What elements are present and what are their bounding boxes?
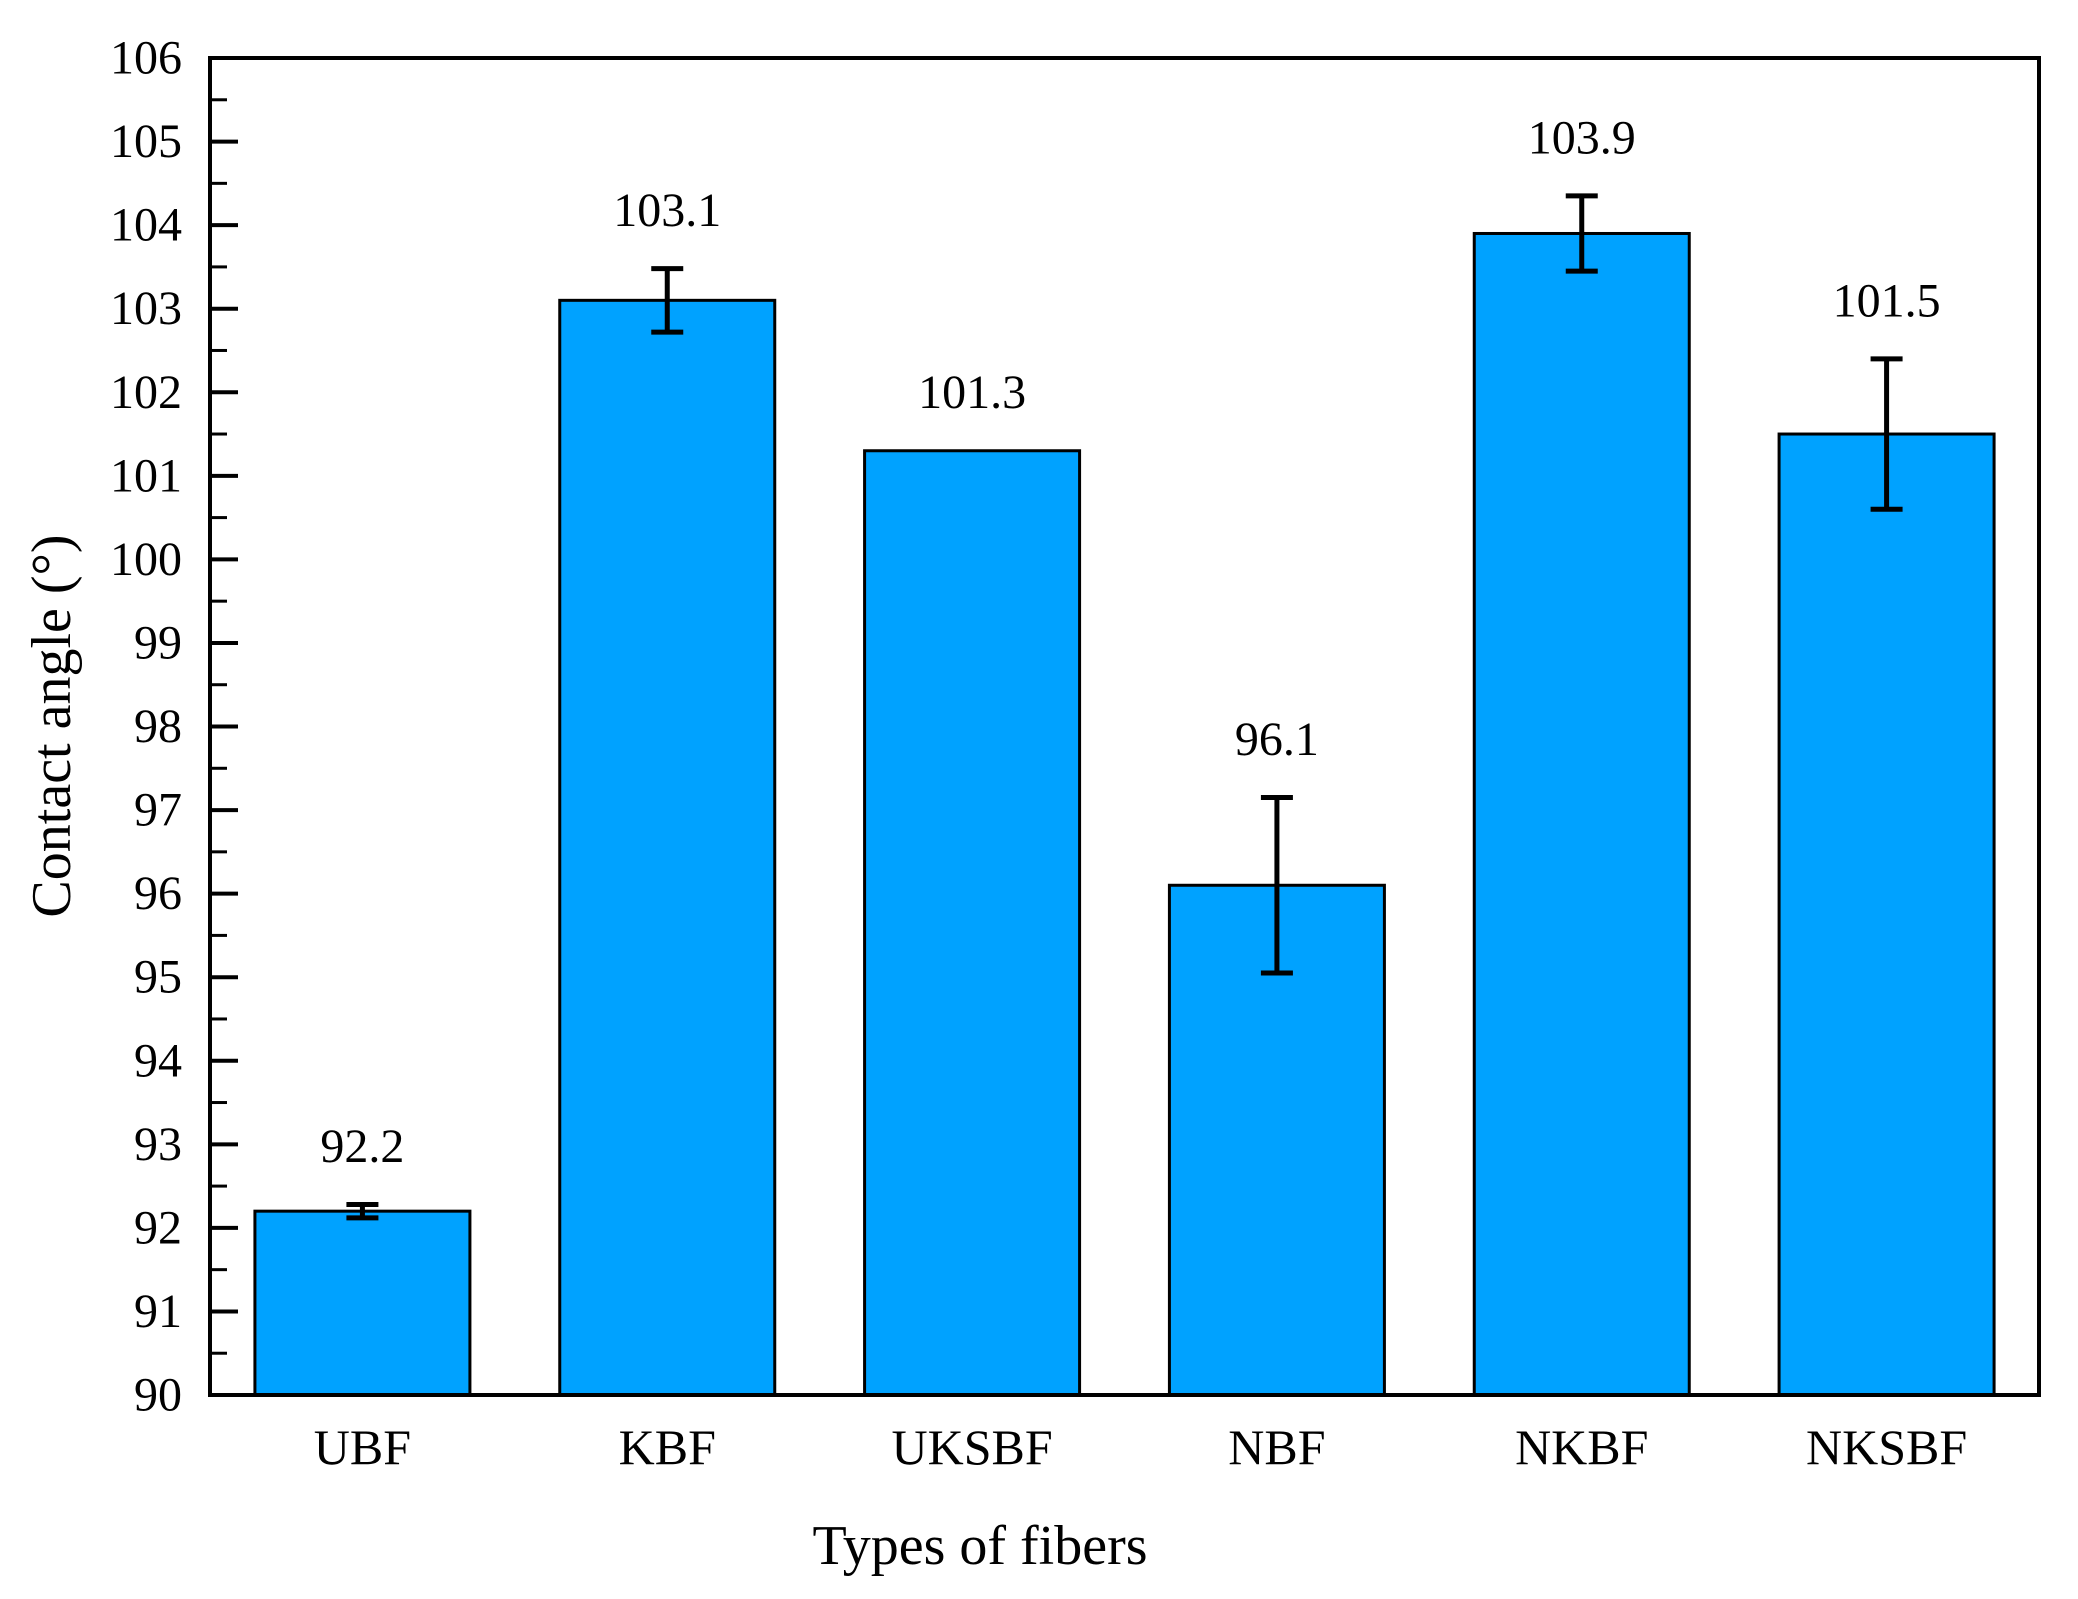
bar-ubf xyxy=(253,1209,472,1397)
y-axis-title: Contact angle (°) xyxy=(21,534,83,917)
bar-nkbf xyxy=(1472,231,1691,1397)
y-axis-tick-label: 103 xyxy=(110,282,182,335)
x-axis-tick-label: NKBF xyxy=(1515,1419,1648,1475)
bar-value-label: 96.1 xyxy=(1235,713,1319,766)
error-bar-nksbf xyxy=(1870,356,1903,512)
y-axis-tick-label: 92 xyxy=(134,1201,182,1254)
bar-uksbf xyxy=(863,449,1082,1397)
error-bar-nkbf xyxy=(1565,193,1598,274)
x-axis-tick-label: NBF xyxy=(1228,1419,1325,1475)
y-axis-tick-label: 102 xyxy=(110,366,182,419)
x-axis-title: Types of fibers xyxy=(812,1515,1147,1577)
bar-kbf xyxy=(558,298,777,1397)
bar-nksbf xyxy=(1777,432,1996,1397)
bar-value-label: 101.5 xyxy=(1833,274,1941,327)
x-axis-tick-label: UBF xyxy=(314,1419,411,1475)
x-axis-tick-label: UKSBF xyxy=(891,1419,1052,1475)
y-axis-tick-label: 100 xyxy=(110,533,182,586)
x-axis-tick-label: NKSBF xyxy=(1806,1419,1967,1475)
y-axis-tick-label: 93 xyxy=(134,1118,182,1171)
y-axis-tick-label: 96 xyxy=(134,867,182,920)
bar-value-label: 103.1 xyxy=(613,184,721,237)
error-bar-kbf xyxy=(651,266,684,335)
y-axis-tick-label: 106 xyxy=(110,32,182,85)
error-bar-ubf xyxy=(346,1201,379,1221)
bar-value-label: 92.2 xyxy=(320,1120,404,1173)
bar-value-label: 103.9 xyxy=(1528,111,1636,164)
y-axis-tick-label: 90 xyxy=(134,1369,182,1422)
y-axis-tick-label: 97 xyxy=(134,784,182,837)
y-axis-tick-label: 105 xyxy=(110,115,182,168)
error-bar-nbf xyxy=(1260,795,1293,976)
y-axis-tick-label: 101 xyxy=(110,449,182,502)
y-axis-tick-label: 94 xyxy=(134,1034,182,1087)
y-axis-tick-label: 99 xyxy=(134,616,182,669)
x-axis-tick-label: KBF xyxy=(619,1419,716,1475)
plot-frame xyxy=(208,56,2041,1397)
y-axis-tick-label: 98 xyxy=(134,700,182,753)
bar-value-label: 101.3 xyxy=(918,366,1026,419)
y-axis-tick-label: 95 xyxy=(134,951,182,1004)
y-axis-tick-label: 91 xyxy=(134,1285,182,1338)
y-axis-tick-label: 104 xyxy=(110,199,182,252)
